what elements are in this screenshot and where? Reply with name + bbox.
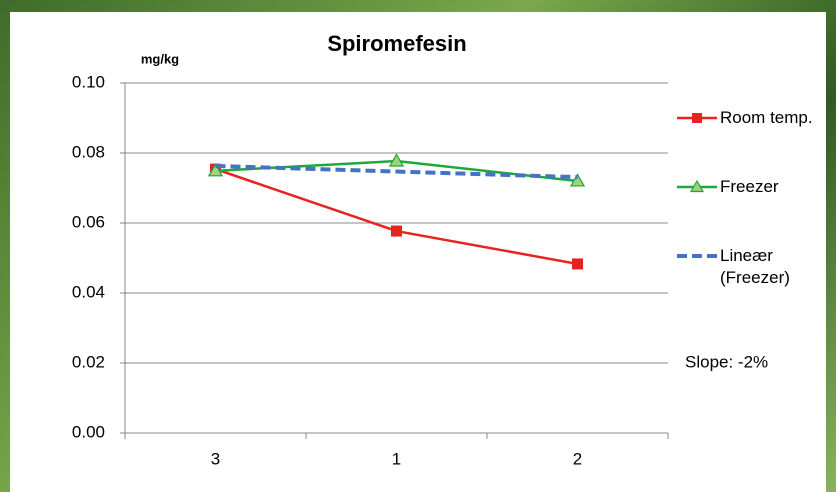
x-tick-label: 3	[211, 449, 220, 468]
y-tick-label: 0.06	[72, 212, 105, 231]
series-line	[216, 169, 578, 264]
legend-label: Lineær (Freezer)	[720, 245, 830, 289]
chart: Spiromefesin mg/kg Slope: -2% 0.00 0.02 0.…	[0, 0, 836, 492]
y-tick-label: 0.08	[72, 142, 105, 161]
legend-label: Freezer	[720, 176, 830, 198]
y-tick-label: 0.10	[72, 72, 105, 91]
annotation: Slope: -2%	[685, 352, 768, 371]
y-tick-label: 0.02	[72, 352, 105, 371]
marker	[391, 226, 402, 237]
y-tick-label: 0.00	[72, 422, 105, 441]
x-tick-label: 2	[573, 449, 582, 468]
y-tick-label: 0.04	[72, 282, 105, 301]
series-line	[216, 166, 578, 177]
slide: Spiromefesin mg/kg Slope: -2% 0.00 0.02 0.…	[0, 0, 836, 492]
chart-title: Spiromefesin	[327, 31, 466, 56]
marker	[572, 258, 583, 269]
y-unit: mg/kg	[141, 51, 179, 66]
legend-label: Room temp.	[720, 107, 830, 129]
x-tick-label: 1	[392, 449, 401, 468]
marker	[692, 113, 702, 123]
